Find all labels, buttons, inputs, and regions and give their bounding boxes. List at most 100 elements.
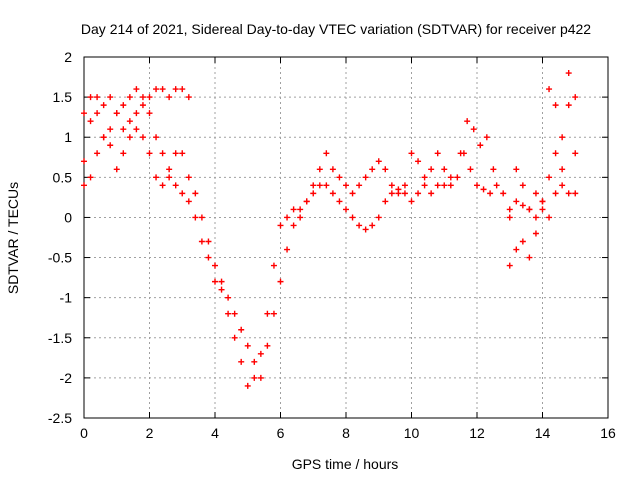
data-point	[369, 166, 376, 173]
data-point	[107, 142, 114, 149]
data-point	[159, 182, 166, 189]
series-track-c	[81, 86, 192, 165]
data-point	[388, 190, 395, 197]
data-point	[159, 150, 166, 157]
data-point	[539, 206, 546, 213]
data-point	[113, 110, 120, 117]
x-tick-label: 4	[211, 425, 219, 441]
data-point	[81, 158, 87, 165]
data-point	[441, 166, 448, 173]
data-point	[375, 158, 382, 165]
data-point	[336, 174, 343, 181]
data-point	[539, 198, 546, 205]
data-point	[493, 182, 500, 189]
data-point	[526, 254, 533, 261]
data-point	[100, 102, 107, 109]
data-point	[139, 94, 146, 101]
data-point	[519, 202, 526, 209]
data-point	[470, 126, 477, 133]
data-point	[546, 214, 553, 221]
data-point	[290, 222, 297, 229]
x-axis-label: GPS time / hours	[292, 456, 399, 472]
y-tick-label: -2.5	[48, 410, 72, 426]
data-point	[120, 102, 127, 109]
data-point	[166, 174, 173, 181]
x-tick-label: 12	[469, 425, 485, 441]
data-point	[477, 142, 484, 149]
y-tick-label: -1	[60, 290, 73, 306]
data-point	[408, 198, 415, 205]
data-point	[172, 182, 179, 189]
data-point	[519, 238, 526, 245]
data-point	[532, 190, 539, 197]
data-point	[185, 198, 192, 205]
data-point	[464, 118, 471, 125]
data-point	[94, 94, 101, 101]
data-point	[434, 182, 441, 189]
data-point	[356, 222, 363, 229]
y-tick-label: 2	[64, 49, 72, 65]
data-point	[81, 110, 87, 117]
data-point	[251, 374, 258, 381]
x-tick-label: 2	[146, 425, 154, 441]
data-point	[362, 226, 369, 233]
x-tick-label: 14	[535, 425, 551, 441]
data-point	[244, 342, 251, 349]
series-track-f	[506, 70, 579, 221]
data-point	[572, 94, 579, 101]
data-point	[107, 126, 114, 133]
data-point	[244, 382, 251, 389]
data-point	[336, 198, 343, 205]
data-point	[500, 190, 507, 197]
data-point	[375, 214, 382, 221]
data-point	[146, 110, 153, 117]
data-point	[277, 278, 284, 285]
data-point	[572, 150, 579, 157]
y-tick-label: -1.5	[48, 330, 72, 346]
data-point	[185, 94, 192, 101]
grid	[84, 57, 608, 418]
data-point	[329, 190, 336, 197]
data-point	[559, 166, 566, 173]
data-point	[225, 294, 232, 301]
data-point	[415, 190, 422, 197]
data-point	[552, 102, 559, 109]
data-point	[415, 158, 422, 165]
data-point	[323, 182, 330, 189]
data-point	[447, 182, 454, 189]
data-point	[126, 134, 133, 141]
data-point	[107, 94, 114, 101]
data-point	[395, 190, 402, 197]
data-point	[205, 254, 212, 261]
data-point	[198, 214, 205, 221]
data-point	[329, 166, 336, 173]
x-tick-label: 0	[80, 425, 88, 441]
data-point	[401, 190, 408, 197]
data-point	[270, 310, 277, 317]
data-point	[87, 94, 94, 101]
data-point	[81, 182, 87, 189]
data-point	[218, 278, 225, 285]
x-tick-label: 16	[600, 425, 616, 441]
ticks: 0 2 4 6 8 10 12 14 16 -2.5 -2 -1.5 -1 -0.5 0 0.5 1 1.5 2	[48, 49, 616, 441]
data-point	[349, 190, 356, 197]
data-point	[428, 166, 435, 173]
data-point	[257, 350, 264, 357]
data-point	[506, 262, 513, 269]
x-tick-label: 10	[404, 425, 420, 441]
data-point	[284, 246, 291, 253]
data-point	[565, 190, 572, 197]
data-point	[218, 286, 225, 293]
data-point	[467, 166, 474, 173]
data-point	[100, 134, 107, 141]
data-point	[532, 230, 539, 237]
data-point	[316, 182, 323, 189]
data-point	[270, 262, 277, 269]
y-tick-label: 0.5	[53, 169, 73, 185]
data-point	[126, 94, 133, 101]
data-point	[490, 166, 497, 173]
data-point	[408, 150, 415, 157]
data-point	[303, 198, 310, 205]
